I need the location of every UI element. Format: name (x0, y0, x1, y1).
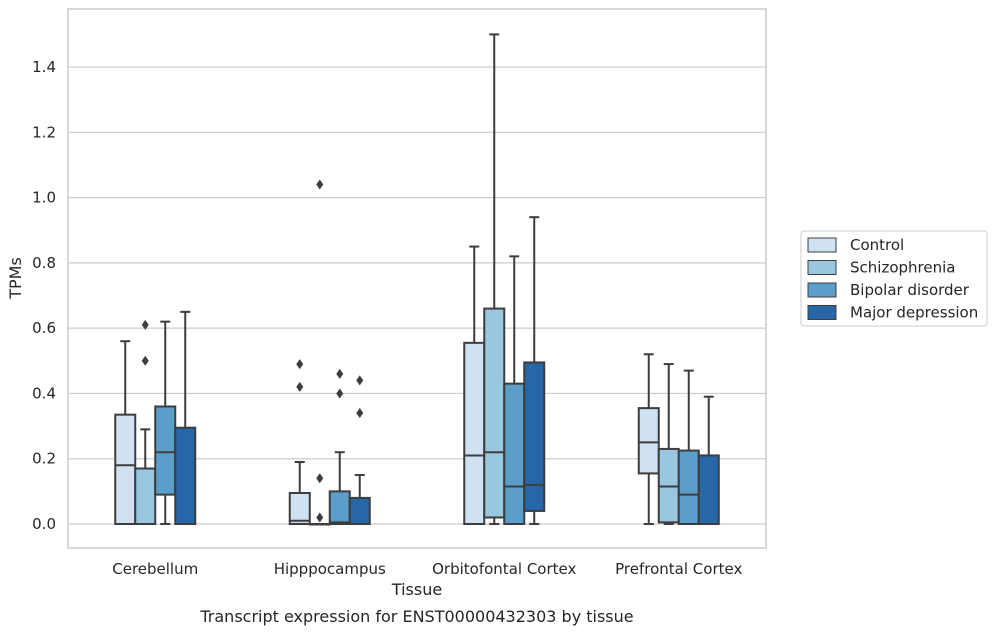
box-plot (114, 340, 137, 526)
box-plot (637, 353, 660, 525)
y-tick-labels: 0.0 0.2 0.4 0.6 0.8 1.0 1.2 1.4 (32, 58, 56, 533)
legend-label: Bipolar disorder (850, 281, 970, 299)
outlier-point (316, 473, 324, 484)
box-body (348, 496, 371, 525)
box-plot (154, 320, 177, 525)
outlier-point (356, 408, 364, 419)
box-plot (174, 310, 197, 526)
box-plot (657, 363, 680, 525)
box-body (483, 307, 506, 519)
box-body (134, 467, 157, 525)
x-axis-label: Tissue (391, 580, 442, 599)
y-tick-label: 0.6 (32, 319, 56, 337)
box-body (463, 341, 486, 525)
outlier-point (141, 319, 149, 330)
y-tick-label: 1.4 (32, 58, 56, 76)
box-plot (503, 255, 526, 526)
box-body (174, 426, 197, 526)
outlier-point (316, 512, 324, 523)
outlier-point (336, 368, 344, 379)
box-plot (463, 245, 486, 525)
y-tick-label: 0.8 (32, 254, 56, 272)
box-body (503, 382, 526, 526)
box-plot (483, 33, 506, 525)
legend-swatch (807, 305, 837, 320)
outlier-point (141, 355, 149, 366)
x-tick-label: Orbitofontal Cortex (432, 560, 576, 578)
box-plot (308, 179, 331, 526)
legend-swatch (807, 282, 837, 298)
legend-label: Schizophrenia (850, 259, 955, 277)
legend: Control Schizophrenia Bipolar disorder Majo… (800, 230, 988, 327)
outlier-point (296, 381, 304, 392)
box-plots (114, 33, 720, 526)
outlier-point (316, 179, 324, 190)
y-tick-label: 0.2 (32, 450, 56, 468)
plot-frame (67, 8, 767, 549)
box-body (677, 449, 700, 525)
box-body (637, 407, 660, 475)
legend-frame (800, 230, 988, 327)
legend-label: Major depression (850, 304, 978, 322)
box-plot (288, 359, 311, 526)
box-body (328, 490, 351, 525)
outlier-point (336, 388, 344, 399)
legend-items: Control Schizophrenia Bipolar disorder Majo… (807, 236, 978, 322)
outlier-point (296, 359, 304, 370)
legend-label: Control (850, 236, 904, 254)
y-tick-label: 0.0 (32, 515, 56, 533)
box-plot (348, 375, 371, 525)
box-plot (697, 395, 720, 525)
box-body (288, 491, 311, 526)
legend-swatch (807, 260, 837, 275)
box-body (523, 361, 546, 512)
legend-swatch (807, 237, 837, 253)
box-plot (134, 319, 157, 525)
x-tick-label: Cerebellum (112, 560, 198, 578)
box-body (697, 454, 720, 525)
y-tick-label: 0.4 (32, 384, 56, 402)
box-plot (328, 368, 351, 525)
box-plot (523, 216, 546, 525)
box-body (154, 405, 177, 496)
x-tick-labels: Cerebellum Hipppocampus Orbitofontal Corte… (112, 560, 742, 578)
chart-caption: Transcript expression for ENST0000043230… (199, 607, 633, 626)
outlier-point (356, 375, 364, 386)
y-axis-label: TPMs (6, 257, 25, 300)
x-tick-label: Hipppocampus (274, 560, 386, 578)
x-tick-label: Prefrontal Cortex (615, 560, 742, 578)
y-tick-label: 1.0 (32, 189, 56, 207)
box-body (114, 413, 137, 526)
box-plot (677, 369, 700, 525)
y-tick-label: 1.2 (32, 123, 56, 141)
